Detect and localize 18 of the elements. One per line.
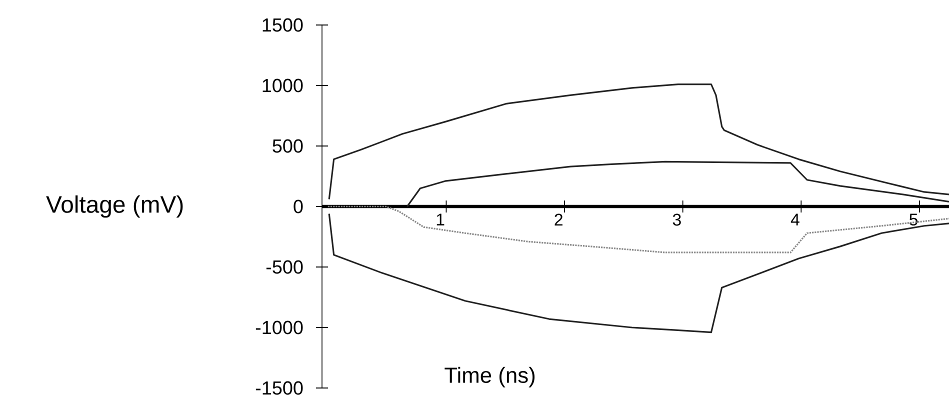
y-axis-title: Voltage (mV): [46, 195, 183, 218]
x-axis-title: Time (ns): [444, 366, 535, 388]
y-tick-label: -1000: [256, 320, 303, 334]
y-tick-label: -1500: [256, 381, 303, 395]
line-series: [327, 206, 949, 254]
x-tick-label: 3: [672, 214, 681, 226]
x-tick-label: 4: [790, 214, 800, 226]
x-tick-label: 1: [436, 214, 444, 226]
x-tick-label: 5: [909, 214, 918, 226]
y-tick-label: 1000: [262, 78, 303, 92]
line-series: [406, 160, 949, 208]
x-tick-label: 2: [554, 214, 562, 226]
y-tick-label: -500: [266, 260, 303, 274]
y-tick-label: 500: [272, 139, 303, 153]
y-tick-label: 0: [294, 200, 303, 214]
y-tick-label: 1500: [262, 18, 303, 32]
line-series: [328, 83, 949, 200]
line-series: [328, 212, 949, 334]
